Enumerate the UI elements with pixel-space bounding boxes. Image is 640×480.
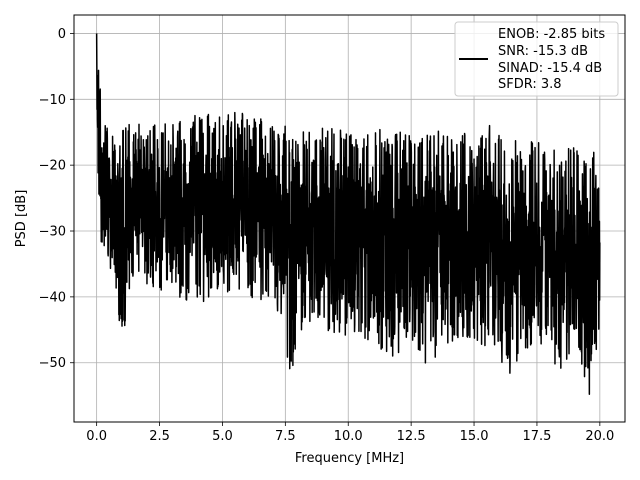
x-tick-label: 5.0 xyxy=(212,429,233,444)
legend-box xyxy=(454,21,619,97)
psd-trace-line xyxy=(95,33,601,395)
y-tick-label: −50 xyxy=(39,356,66,371)
plot-area xyxy=(95,33,601,395)
legend-sfdr: SFDR: 3.8 xyxy=(498,77,562,92)
x-tick-label: 17.5 xyxy=(522,429,551,444)
y-axis-ticks: 0 −10 −20 −30 −40 −50 xyxy=(39,27,74,371)
legend-snr: SNR: -15.3 dB xyxy=(498,44,588,59)
x-tick-label: 12.5 xyxy=(397,429,426,444)
x-tick-label: 15.0 xyxy=(460,429,489,444)
x-tick-label: 20.0 xyxy=(585,429,614,444)
legend-sinad: SINAD: -15.4 dB xyxy=(498,61,602,76)
y-tick-label: −10 xyxy=(39,93,66,108)
x-tick-label: 7.5 xyxy=(275,429,296,444)
x-tick-label: 10.0 xyxy=(334,429,363,444)
y-axis-label: PSD [dB] xyxy=(14,190,29,248)
y-tick-label: −40 xyxy=(39,290,66,305)
x-axis-ticks: 0.0 2.5 5.0 7.5 10.0 12.5 15.0 17.5 20.0 xyxy=(86,422,614,444)
x-tick-label: 2.5 xyxy=(149,429,170,444)
x-tick-label: 0.0 xyxy=(86,429,107,444)
legend-enob: ENOB: -2.85 bits xyxy=(498,27,605,42)
legend: ENOB: -2.85 bits SNR: -15.3 dB SINAD: -1… xyxy=(454,21,619,97)
y-tick-label: −30 xyxy=(39,225,66,240)
y-tick-label: 0 xyxy=(58,27,66,42)
axes-frame xyxy=(73,14,626,423)
y-tick-label: −20 xyxy=(39,159,66,174)
x-axis-label: Frequency [MHz] xyxy=(295,451,404,466)
